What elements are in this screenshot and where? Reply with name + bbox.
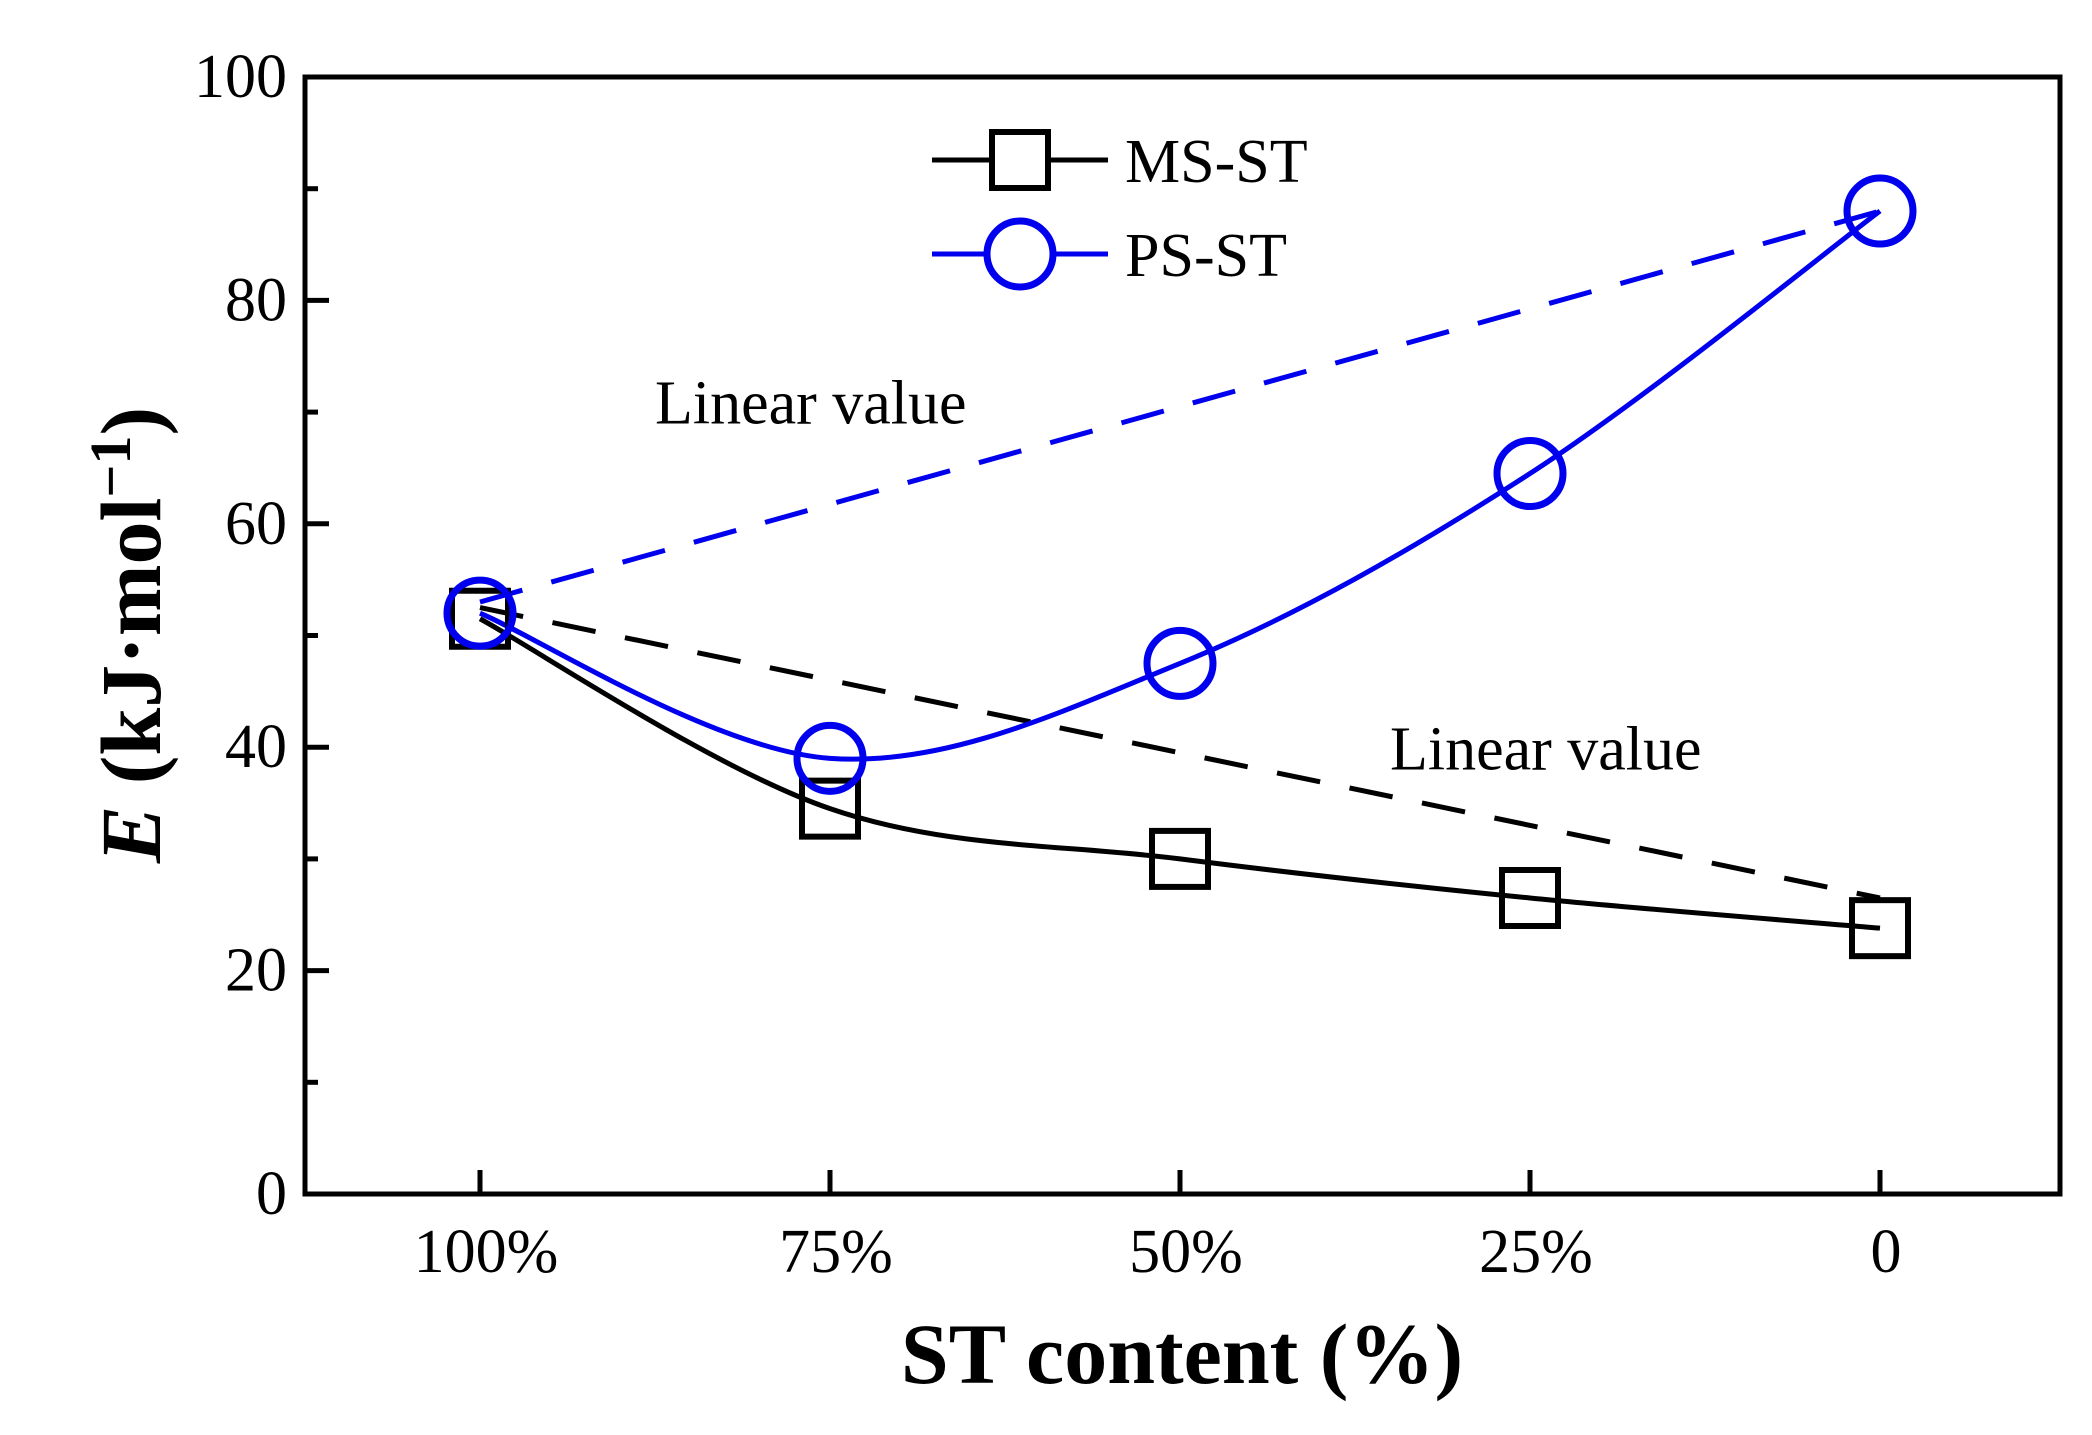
x-axis-title: ST content (%) [901,1306,1463,1402]
y-axis-symbol: E [83,806,179,864]
y-tick-label-60: 60 [225,490,287,558]
x-tick-label-1: 75% [779,1218,893,1286]
y-tick-label-20: 20 [225,937,287,1005]
y-tick-label-0: 0 [256,1160,287,1228]
marker-ps-st-3 [1493,437,1567,511]
marker-ms-st-2 [1149,827,1211,890]
y-axis-unit-close: ) [83,407,179,436]
legend-ps-st-label: PS-ST [1125,222,1287,290]
x-axis: 100% 75% 50% 25% 0 [414,1170,1902,1286]
x-tick-label-2: 50% [1129,1218,1243,1286]
marker-ms-st-1 [799,777,861,840]
marker-ms-st-4 [1849,897,1911,960]
y-tick-label-40: 40 [225,713,287,781]
x-tick-label-3: 25% [1479,1218,1593,1286]
series-line-ps-st [479,209,1882,762]
y-axis-title: E (kJ·mol−1) [78,407,179,864]
legend-ps-st-marker [983,217,1057,291]
linear-value-line-ms-st [479,605,1881,901]
y-axis-unit-sup: −1 [78,436,143,498]
x-tick-label-4: 0 [1871,1218,1902,1286]
x-tick-label-0: 100% [414,1218,559,1286]
linear-value-lines [479,208,1881,901]
marker-ps-st-4 [1843,174,1917,248]
marker-ps-st-0 [443,576,517,650]
series-markers [443,174,1917,960]
marker-ps-st-2 [1143,626,1217,700]
y-tick-label-80: 80 [225,266,287,334]
marker-ps-st-1 [793,721,867,795]
linear-value-line-ps-st [479,208,1881,605]
legend-ms-st-marker [989,129,1051,191]
y-tick-label-100: 100 [194,43,287,111]
y-axis-unit: (kJ·mol [83,498,179,806]
marker-ms-st-3 [1499,866,1561,929]
y-axis: 0 20 40 60 80 100 [194,43,329,1228]
series-lines [478,209,1882,931]
annotation-linear-lower: Linear value [1390,716,1702,784]
annotation-linear-upper: Linear value [655,369,967,437]
annotations: Linear value Linear value [655,369,1702,783]
legend-ms-st-label: MS-ST [1125,128,1308,196]
legend: MS-ST PS-ST [932,128,1308,291]
series-line-ms-st [478,616,1881,931]
